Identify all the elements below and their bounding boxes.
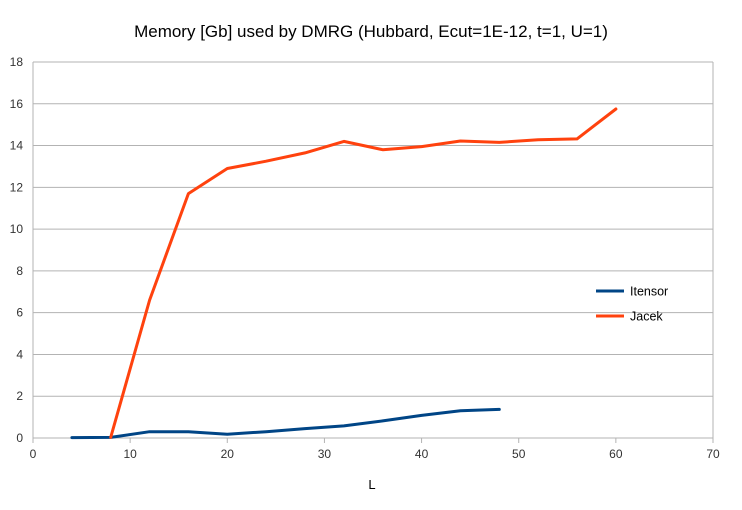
x-tick-label: 20 (221, 447, 235, 461)
chart-title: Memory [Gb] used by DMRG (Hubbard, Ecut=… (134, 22, 608, 41)
grid (33, 61, 713, 439)
y-tick-label: 18 (10, 55, 24, 69)
y-tick-label: 6 (16, 306, 23, 320)
y-tick-label: 16 (10, 97, 24, 111)
tick-labels: 0 2 4 6 8 10 12 14 16 18 0 10 20 30 40 50 60 70 (10, 55, 720, 461)
y-tick-label: 12 (10, 180, 24, 194)
series-line-itensor (70, 407, 501, 440)
y-tick-label: 4 (16, 347, 23, 361)
legend-label-itensor: Itensor (630, 285, 668, 299)
x-tick-label: 40 (415, 447, 429, 461)
series-lines (70, 107, 618, 440)
legend: Itensor Jacek (596, 285, 668, 324)
legend-label-jacek: Jacek (630, 310, 663, 324)
x-tick-label: 10 (123, 447, 137, 461)
axes (32, 62, 714, 443)
y-tick-label: 2 (16, 389, 23, 403)
x-tick-label: 60 (609, 447, 623, 461)
y-tick-label: 14 (10, 139, 24, 153)
x-tick-label: 30 (318, 447, 332, 461)
y-tick-label: 10 (10, 222, 24, 236)
x-tick-label: 70 (706, 447, 720, 461)
x-tick-label: 0 (30, 447, 37, 461)
y-tick-label: 0 (16, 431, 23, 445)
x-tick-label: 50 (512, 447, 526, 461)
y-tick-label: 8 (16, 264, 23, 278)
x-axis-label: L (368, 477, 375, 492)
series-line-jacek (109, 107, 618, 439)
